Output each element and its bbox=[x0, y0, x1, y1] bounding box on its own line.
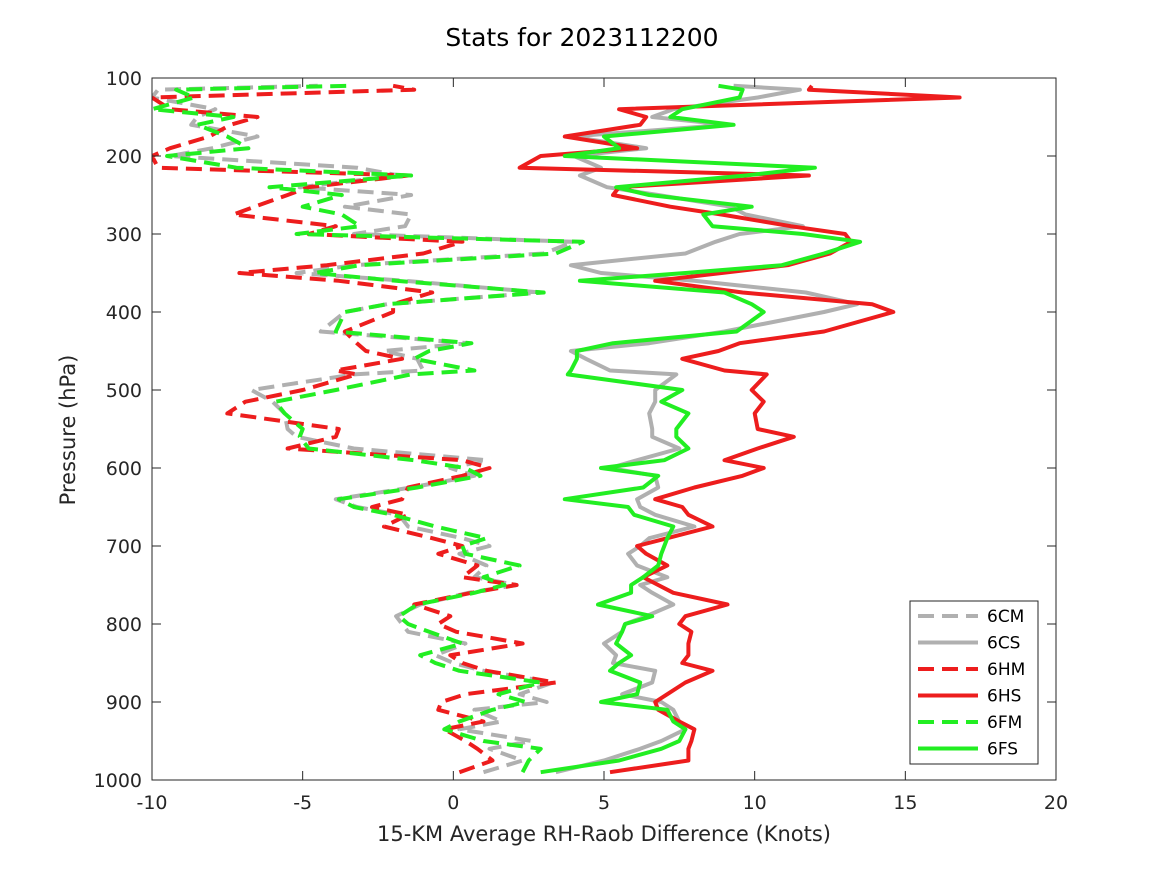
chart-title: Stats for 2023112200 bbox=[445, 23, 718, 52]
plot-area: -10 -5 0 5 10 15 20 100 200 300 400 500 600 700 800 900… bbox=[94, 68, 1068, 814]
series-line-6hm bbox=[152, 83, 558, 775]
legend-label-6cm: 6CM bbox=[987, 607, 1024, 627]
y-tick-label: 900 bbox=[106, 692, 142, 714]
y-axis-label: Pressure (hPa) bbox=[56, 355, 80, 506]
x-tick-label: 10 bbox=[743, 792, 767, 814]
x-tick-label: 0 bbox=[447, 792, 459, 814]
y-tick-label: 500 bbox=[106, 380, 142, 402]
x-axis-label: 15-KM Average RH-Raob Difference (Knots) bbox=[377, 822, 831, 846]
x-tick-label: 5 bbox=[598, 792, 610, 814]
legend-label-6cs: 6CS bbox=[987, 634, 1020, 654]
series-line-6fs bbox=[540, 83, 863, 775]
x-tick-label: 20 bbox=[1044, 792, 1068, 814]
legend-label-6hm: 6HM bbox=[987, 660, 1025, 680]
series-line-6fm bbox=[152, 83, 585, 774]
y-tick-label: 1000 bbox=[94, 770, 142, 792]
y-tick-label: 300 bbox=[106, 224, 142, 246]
x-tick-label: -5 bbox=[293, 792, 312, 814]
y-tick-label: 100 bbox=[106, 68, 142, 90]
x-tick-label: 15 bbox=[893, 792, 917, 814]
legend-label-6fm: 6FM bbox=[987, 713, 1022, 733]
y-tick-label: 700 bbox=[106, 536, 142, 558]
legend: 6CM 6CS 6HM 6HS 6FM 6FS bbox=[909, 600, 1039, 765]
x-tick-label: -10 bbox=[136, 792, 167, 814]
series-line-6hs bbox=[517, 84, 962, 775]
y-tick-label: 200 bbox=[106, 146, 142, 168]
y-tick-label: 400 bbox=[106, 302, 142, 324]
series-group bbox=[152, 83, 962, 775]
legend-box bbox=[909, 600, 1039, 765]
legend-label-6hs: 6HS bbox=[987, 687, 1021, 707]
series-line-6cm bbox=[152, 83, 576, 775]
legend-label-6fs: 6FS bbox=[987, 740, 1018, 760]
y-tick-label: 600 bbox=[106, 458, 142, 480]
y-tick-label: 800 bbox=[106, 614, 142, 636]
